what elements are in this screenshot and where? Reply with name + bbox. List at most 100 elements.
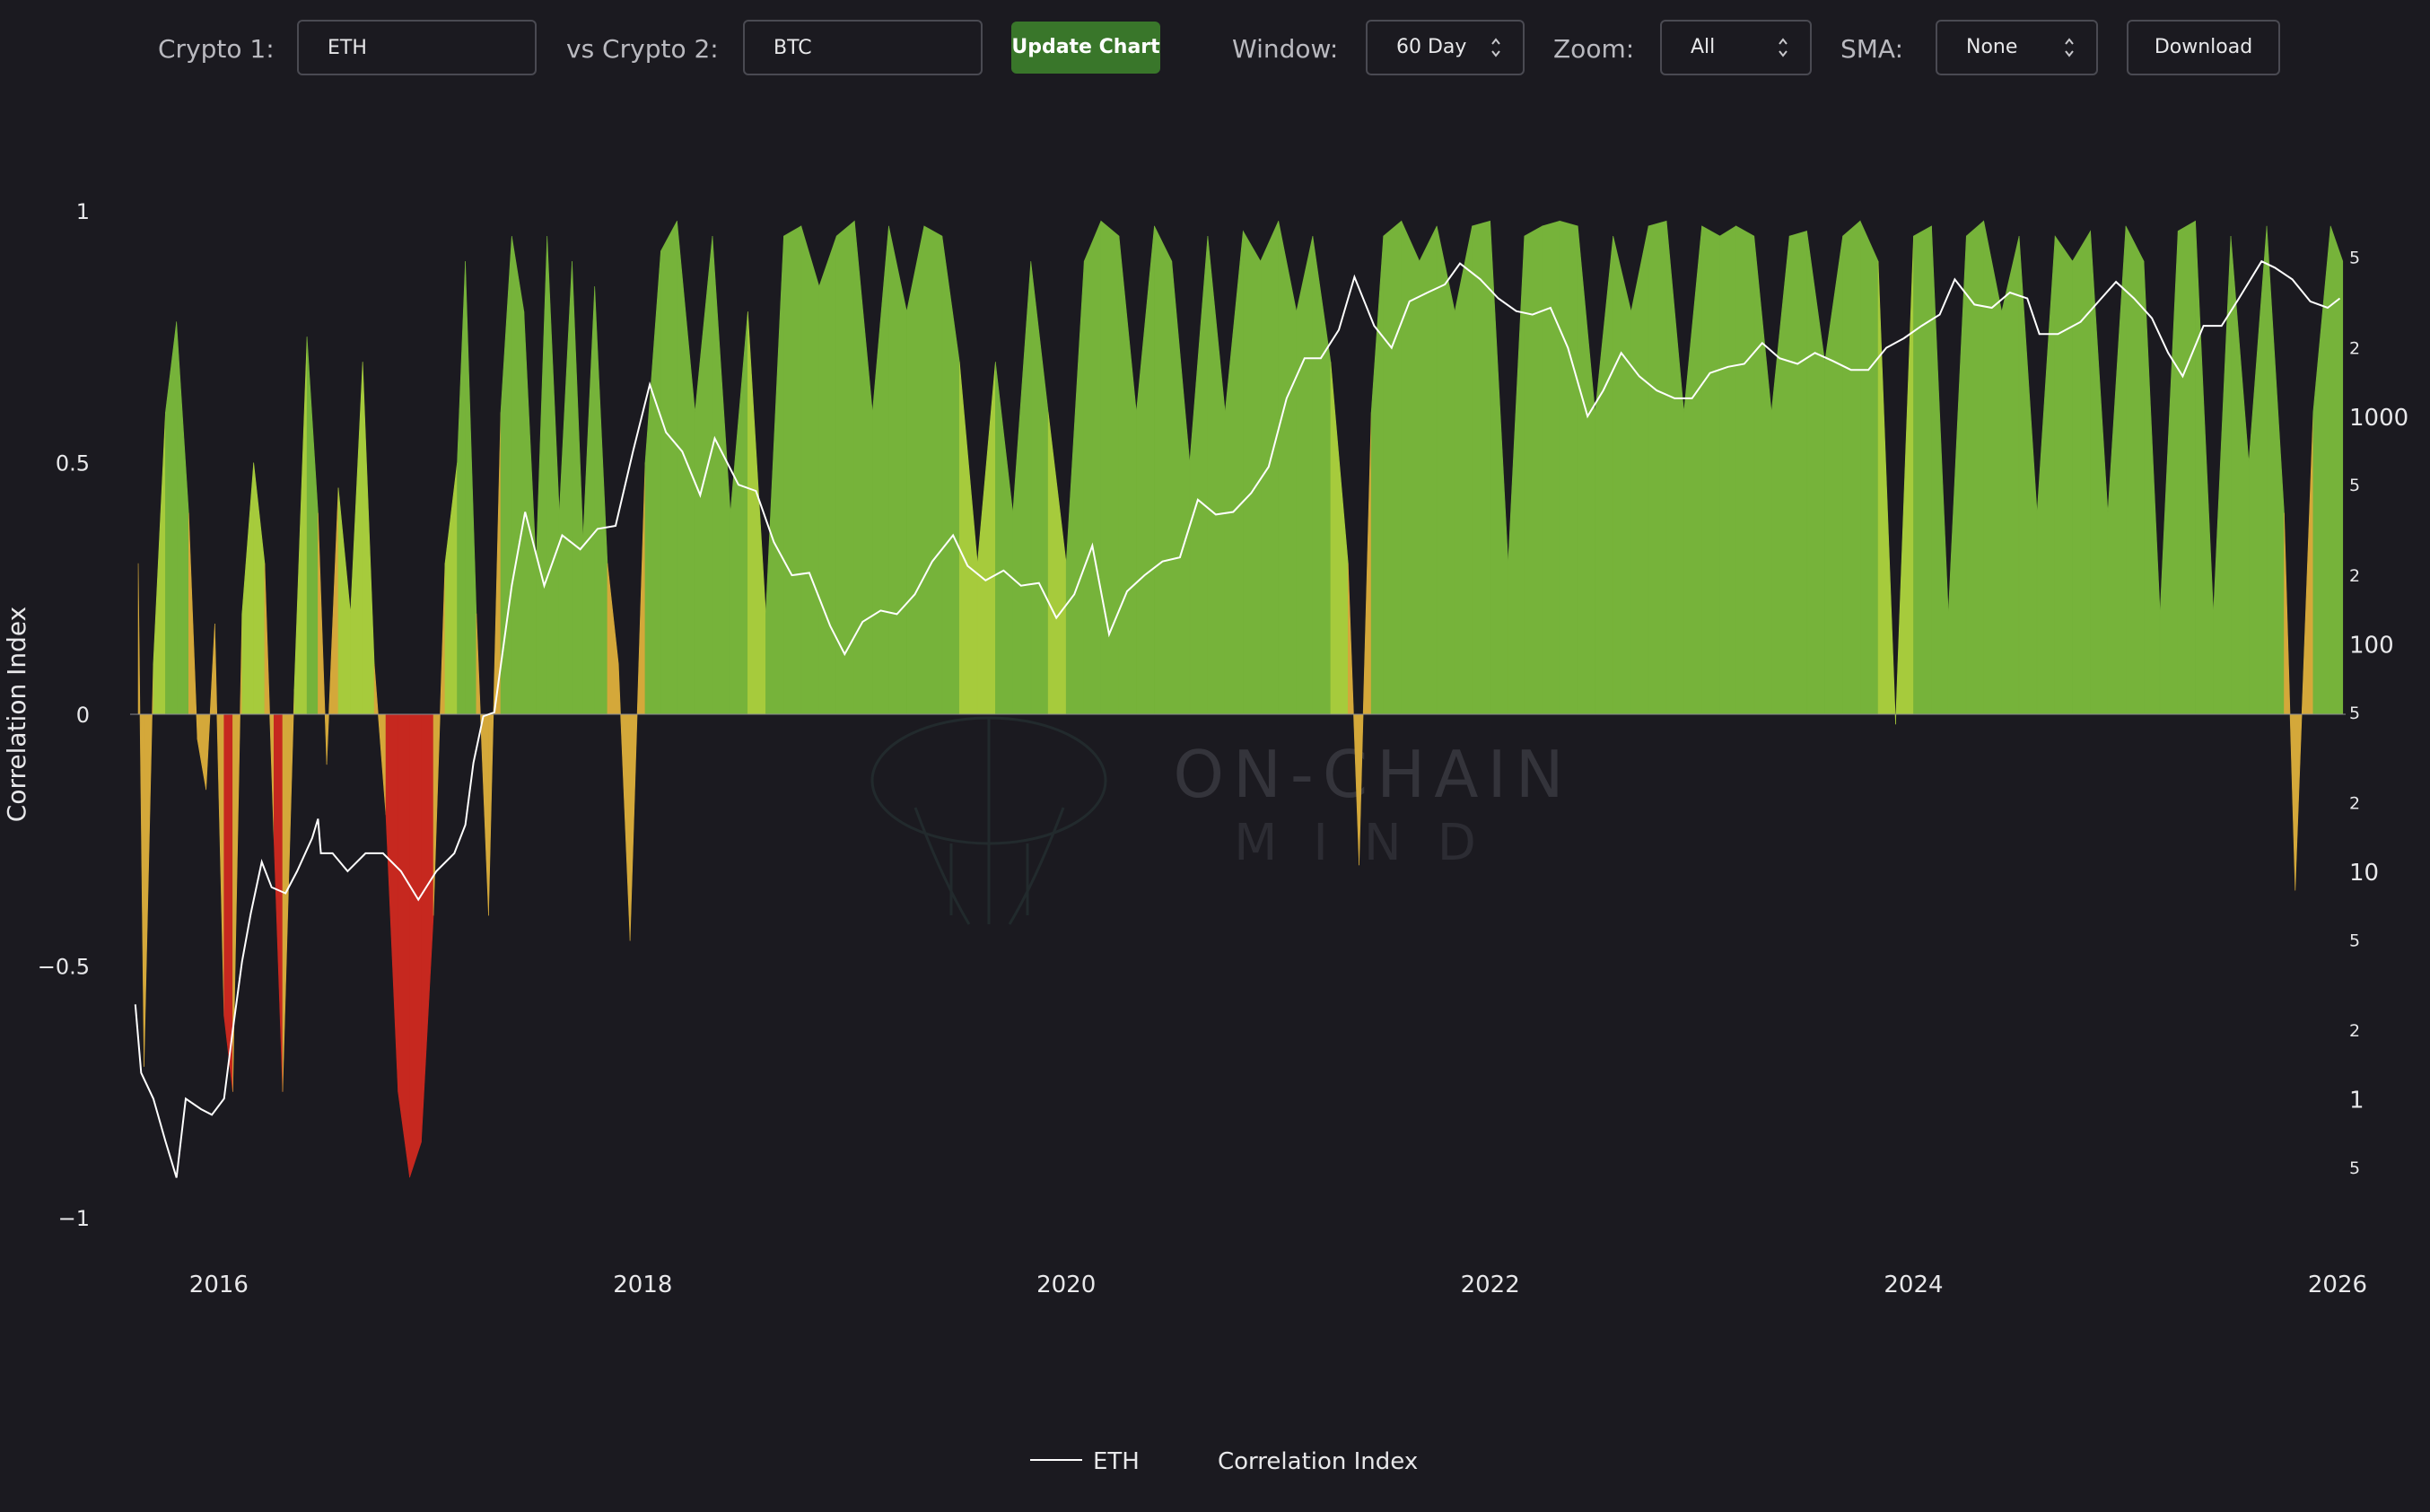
correlation-area-segment	[941, 236, 960, 715]
select-arrows-icon	[2065, 38, 2074, 57]
correlation-area-segment	[385, 713, 398, 1092]
correlation-area-segment	[1224, 231, 1244, 715]
y-tick-label: 0	[76, 703, 90, 728]
sma-select[interactable]: None	[1936, 20, 2098, 75]
window-label: Window:	[1232, 34, 1339, 64]
correlation-area-segment	[1577, 225, 1595, 715]
correlation-area-segment	[476, 613, 489, 916]
correlation-area-segment	[1859, 221, 1879, 715]
correlation-area-segment	[629, 462, 646, 941]
correlation-area-segment	[1701, 225, 1720, 715]
correlation-area-segment	[1012, 261, 1032, 715]
y-axis-right: 5 2 1000 5 2 100 5 2 10 5 2 1 5	[2349, 249, 2408, 1178]
correlation-area-segment	[293, 336, 308, 715]
correlation-area-segment	[594, 286, 608, 715]
crypto2-input[interactable]	[743, 20, 983, 75]
correlation-area-segment	[465, 261, 477, 715]
download-button[interactable]: Download	[2127, 20, 2280, 75]
correlation-area-segment	[1100, 220, 1120, 715]
correlation-area-segment	[214, 624, 225, 1017]
correlation-area-segment	[712, 236, 731, 715]
crypto2-label: vs Crypto 2:	[566, 34, 719, 64]
correlation-area-segment	[488, 412, 502, 916]
y2-tick-label: 100	[2349, 632, 2394, 659]
y-tick-label: 0.5	[56, 451, 90, 476]
correlation-area-segment	[783, 225, 802, 715]
correlation-area-segment	[1965, 220, 1984, 715]
correlation-area-segment	[1383, 220, 1403, 715]
correlation-area-segment	[1806, 231, 1825, 715]
eth-price-line	[134, 259, 2341, 1178]
correlation-area-segment	[607, 563, 619, 715]
correlation-area-segment	[1524, 225, 1543, 715]
watermark: ON-CHAIN MIND	[870, 716, 1564, 925]
correlation-area-segment	[1454, 225, 1473, 715]
correlation-area-segment	[273, 713, 284, 1092]
correlation-area-segment	[444, 462, 458, 715]
correlation-area-segment	[800, 225, 820, 715]
correlation-area-segment	[2195, 221, 2214, 715]
correlation-area-segment	[165, 321, 178, 715]
zoom-select[interactable]: All	[1660, 20, 1812, 75]
update-chart-button[interactable]: Update Chart	[1011, 22, 1160, 74]
select-arrows-icon	[1779, 38, 1788, 57]
correlation-area-segment	[409, 713, 422, 1178]
correlation-area-segment	[872, 225, 889, 715]
correlation-area-segment	[144, 663, 154, 1067]
correlation-area-segment	[1665, 221, 1684, 715]
correlation-area-segment	[853, 221, 873, 715]
x-tick-label: 2022	[1461, 1272, 1520, 1298]
correlation-area-segment	[1243, 230, 1262, 715]
correlation-area-segment	[457, 261, 466, 715]
correlation-area-segment	[1065, 261, 1085, 715]
watermark-line2: MIND	[1234, 814, 1512, 872]
y2-tick-label: 5	[2349, 476, 2360, 495]
y2-tick-label: 5	[2349, 704, 2360, 723]
correlation-area-segment	[1136, 225, 1155, 715]
correlation-area-segment	[1312, 236, 1332, 715]
correlation-area-segment	[1401, 221, 1420, 715]
crypto1-input[interactable]	[297, 20, 537, 75]
y-axis-title: Correlation Index	[2, 607, 31, 822]
y2-tick-label: 5	[2349, 931, 2360, 950]
y2-tick-label: 5	[2349, 249, 2360, 268]
correlation-area-segment	[1683, 225, 1702, 715]
correlation-area-segment	[2072, 230, 2091, 715]
y-tick-label: 1	[76, 199, 90, 224]
correlation-area-segment	[1171, 261, 1191, 715]
correlation-area-segment	[1118, 236, 1137, 715]
correlation-area-segment	[1824, 236, 1843, 715]
window-select[interactable]: 60 Day	[1366, 20, 1525, 75]
correlation-area-segment	[1207, 236, 1226, 715]
correlation-area-segment	[818, 235, 837, 715]
correlation-area-segment	[433, 563, 446, 916]
correlation-area-segment	[2266, 225, 2285, 715]
correlation-area-segment	[1753, 236, 1772, 715]
correlation-area-segment	[1278, 221, 1298, 715]
correlation-area-segment	[153, 412, 166, 715]
correlation-area-segment	[617, 663, 631, 941]
correlation-area-segment	[2284, 512, 2296, 891]
correlation-area-segment	[2054, 235, 2073, 715]
correlation-area-segment	[2329, 225, 2344, 715]
sma-select-value: None	[1966, 36, 2018, 58]
correlation-area-segment	[326, 487, 339, 765]
correlation-area-segment	[2159, 231, 2179, 715]
correlation-area-segment	[176, 321, 189, 715]
correlation-area-segment	[2248, 225, 2268, 715]
correlation-area-segment	[2107, 225, 2127, 715]
x-tick-label: 2016	[189, 1272, 249, 1298]
correlation-area-segment	[2312, 225, 2331, 715]
correlation-area-segment	[995, 362, 1014, 715]
correlation-area-segment	[1047, 412, 1067, 715]
y2-tick-label: 2	[2349, 1021, 2360, 1041]
correlation-area-segment	[500, 236, 512, 715]
correlation-area-segment	[1735, 225, 1755, 715]
correlation-area-segment	[373, 663, 387, 816]
select-arrows-icon	[1491, 38, 1500, 57]
correlation-area-segment	[1472, 220, 1490, 715]
correlation-area-segment	[421, 713, 434, 1142]
correlation-area-segment	[2177, 220, 2196, 715]
x-tick-label: 2026	[2308, 1272, 2367, 1298]
legend-correlation-label: Correlation Index	[1218, 1448, 1418, 1475]
